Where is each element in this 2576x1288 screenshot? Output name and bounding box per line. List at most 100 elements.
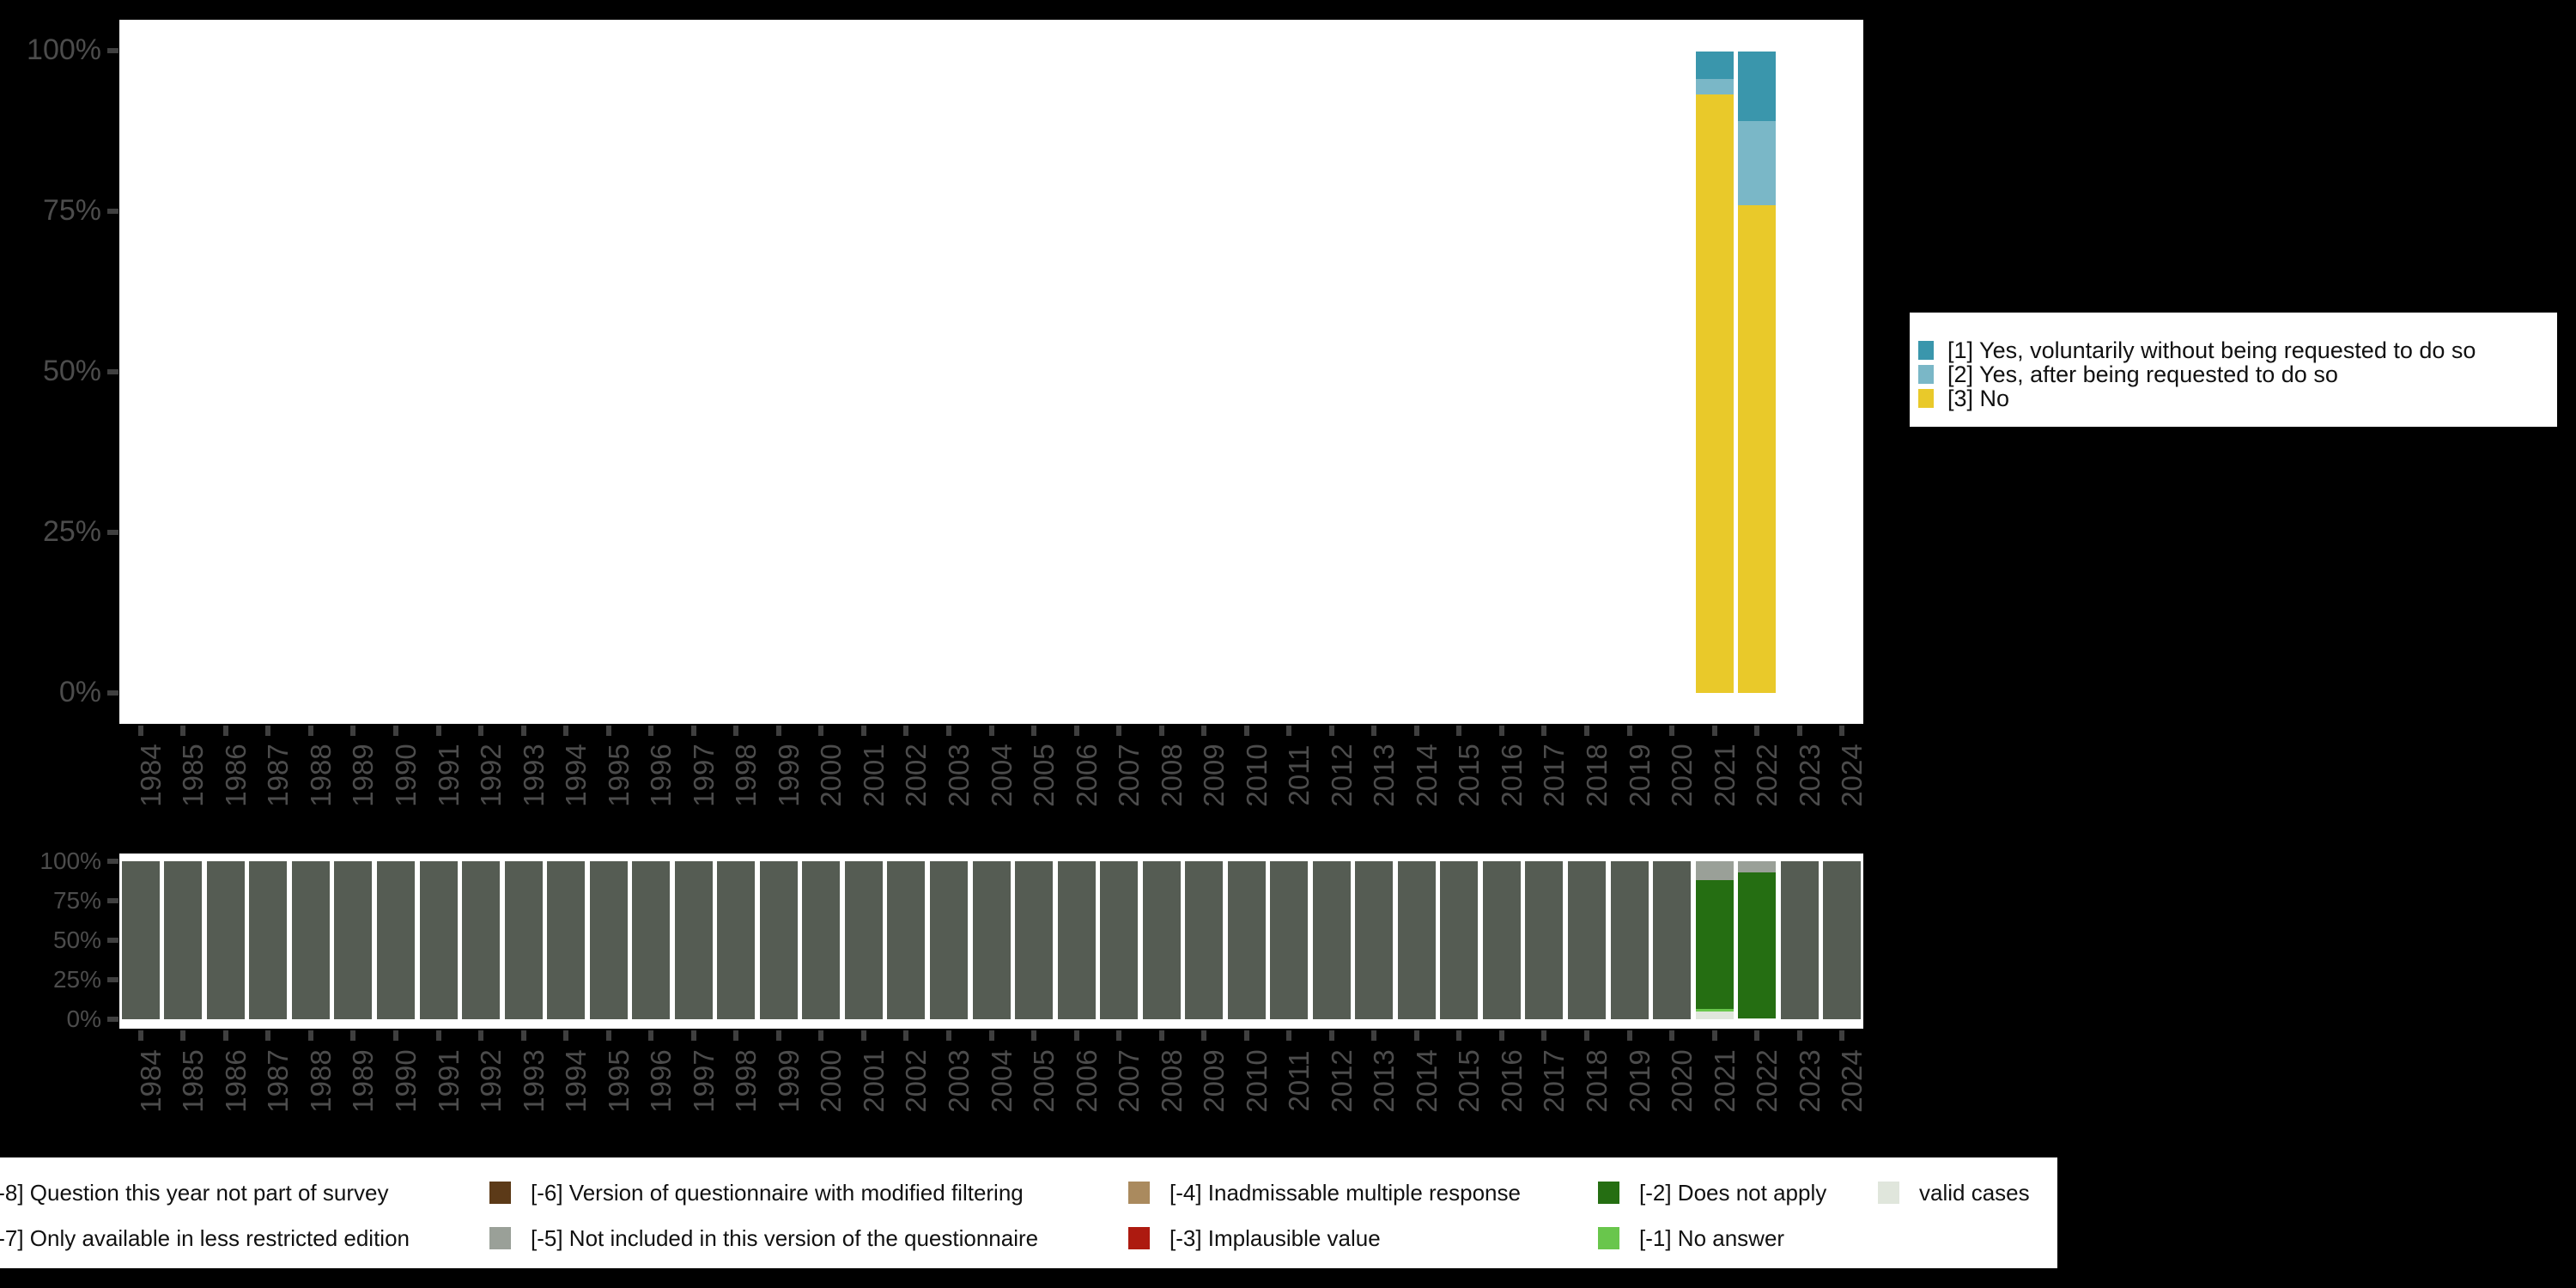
- x-tick-label: 2016: [1495, 744, 1528, 807]
- stacked-bar-1992: [462, 861, 501, 1019]
- x-axis-tick: [307, 1030, 313, 1041]
- x-axis-tick: [1754, 1030, 1760, 1041]
- x-tick-label: 2024: [1836, 1049, 1868, 1113]
- x-axis-tick: [1031, 726, 1037, 736]
- legend-label: [-4] Inadmissable multiple response: [1170, 1180, 1521, 1206]
- y-axis-tick: [107, 859, 118, 864]
- x-tick-label: 2005: [1028, 744, 1060, 807]
- legend-label: [1] Yes, voluntarily without being reque…: [1947, 337, 2476, 363]
- x-axis-tick: [478, 726, 484, 736]
- x-tick-label: 1991: [432, 744, 465, 807]
- stacked-bar-2019: [1610, 861, 1649, 1019]
- stacked-bar-2016: [1482, 861, 1521, 1019]
- x-tick-label: 1997: [687, 1049, 720, 1113]
- x-axis-tick: [1328, 1030, 1334, 1041]
- x-axis-tick: [1286, 726, 1292, 736]
- x-axis-tick: [1498, 1030, 1504, 1041]
- x-axis-tick: [265, 1030, 271, 1041]
- x-tick-label: 2003: [942, 1049, 975, 1113]
- x-axis-tick: [605, 726, 611, 736]
- x-tick-label: 1996: [645, 744, 677, 807]
- y-tick-label: 100%: [27, 33, 101, 66]
- x-tick-label: 2008: [1155, 1049, 1188, 1113]
- legend-swatch: [1918, 341, 1934, 360]
- stacked-bar-2004: [972, 861, 1011, 1019]
- x-tick-label: 2007: [1113, 1049, 1145, 1113]
- x-tick-label: 1999: [772, 744, 805, 807]
- x-axis-tick: [733, 1030, 739, 1041]
- x-tick-label: 2011: [1283, 744, 1315, 806]
- x-axis-tick: [818, 726, 824, 736]
- stacked-bar-2021: [1695, 861, 1734, 1019]
- bar-segment: [1482, 861, 1521, 1019]
- stacked-bar-2009: [1185, 861, 1224, 1019]
- bar-segment: [929, 861, 968, 1019]
- bar-segment: [1142, 861, 1181, 1019]
- stacked-bar-2024: [1823, 861, 1862, 1019]
- legend-item: [2] Yes, after being requested to do so: [1918, 362, 2557, 386]
- x-axis-tick: [1243, 726, 1249, 736]
- legend-swatch: [489, 1227, 511, 1249]
- bar-segment: [1015, 861, 1054, 1019]
- bar-segment: [504, 861, 543, 1019]
- x-tick-label: 2001: [857, 1049, 890, 1113]
- x-axis-tick: [1796, 726, 1802, 736]
- bar-segment: [1185, 861, 1224, 1019]
- x-axis-tick: [945, 726, 951, 736]
- x-axis-tick: [1626, 1030, 1632, 1041]
- x-tick-label: 2003: [942, 744, 975, 807]
- bar-segment: [1738, 52, 1777, 121]
- x-axis-tick: [1116, 1030, 1122, 1041]
- x-axis-tick: [1839, 1030, 1845, 1041]
- x-tick-label: 1987: [262, 1049, 295, 1113]
- x-axis-tick: [1413, 1030, 1419, 1041]
- x-axis-tick: [1754, 726, 1760, 736]
- x-tick-label: 2014: [1410, 1049, 1443, 1113]
- x-axis-tick: [1584, 726, 1589, 736]
- x-axis-tick: [563, 726, 569, 736]
- bar-segment: [462, 861, 501, 1019]
- stacked-bar-1991: [419, 861, 458, 1019]
- x-axis-tick: [1158, 726, 1164, 736]
- x-axis-tick: [180, 726, 186, 736]
- bar-segment: [844, 861, 883, 1019]
- bar-segment: [1695, 94, 1734, 693]
- x-tick-label: 2022: [1751, 744, 1783, 807]
- bar-segment: [589, 861, 628, 1019]
- bar-segment: [334, 861, 373, 1019]
- stacked-bar-2013: [1355, 861, 1394, 1019]
- bar-segment: [674, 861, 713, 1019]
- x-tick-label: 1995: [602, 744, 635, 807]
- y-axis-tick: [107, 530, 118, 535]
- x-tick-label: 1991: [432, 1049, 465, 1113]
- legend-label: [-7] Only available in less restricted e…: [0, 1225, 410, 1251]
- x-tick-label: 2012: [1325, 744, 1358, 807]
- bar-segment: [1738, 861, 1777, 872]
- x-tick-label: 2015: [1453, 1049, 1485, 1113]
- x-tick-label: 2013: [1368, 1049, 1400, 1113]
- x-axis-tick: [1243, 1030, 1249, 1041]
- bar-segment: [1525, 861, 1564, 1019]
- x-tick-label: 2011: [1283, 1050, 1315, 1112]
- legend-swatch: [1918, 389, 1934, 408]
- x-axis-tick: [733, 726, 739, 736]
- stacked-bar-1990: [376, 861, 415, 1019]
- stacked-bar-1984: [121, 861, 160, 1019]
- legend-swatch: [1128, 1182, 1150, 1204]
- x-axis-tick: [1711, 726, 1717, 736]
- x-tick-label: 2017: [1538, 744, 1571, 807]
- x-axis-tick: [307, 726, 313, 736]
- x-axis-tick: [392, 726, 398, 736]
- stacked-bar-1999: [759, 861, 798, 1019]
- y-tick-label: 75%: [52, 886, 101, 914]
- bar-segment: [1568, 861, 1606, 1019]
- x-axis-tick: [690, 726, 696, 736]
- bar-segment: [802, 861, 841, 1019]
- x-tick-label: 2006: [1070, 744, 1103, 807]
- legend-label: [-8] Question this year not part of surv…: [0, 1180, 389, 1206]
- bar-segment: [972, 861, 1011, 1019]
- bar-segment: [1610, 861, 1649, 1019]
- bar-segment: [1738, 1018, 1777, 1019]
- x-axis-tick: [1541, 1030, 1547, 1041]
